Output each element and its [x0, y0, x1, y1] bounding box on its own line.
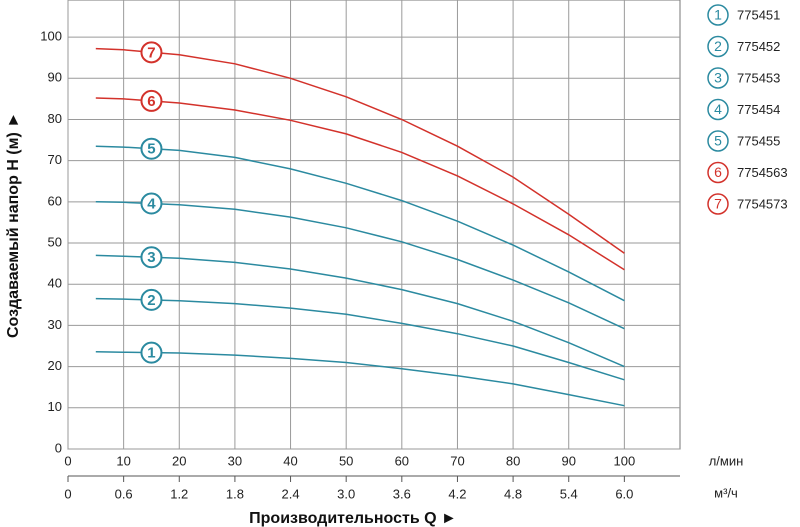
x2-tick-label: 2.4	[282, 486, 300, 501]
legend-marker: 1	[714, 7, 722, 23]
x-axis-title: Производительность Q ►	[249, 510, 457, 527]
legend-marker: 6	[714, 164, 722, 180]
x2-unit: м³/ч	[714, 485, 738, 500]
x2-tick-label: 3.6	[393, 486, 411, 501]
x-tick-label: 80	[506, 453, 520, 468]
y-tick-label: 60	[48, 193, 62, 208]
legend-label: 775454	[737, 102, 780, 117]
legend-label: 775452	[737, 39, 780, 54]
x-tick-label: 50	[339, 453, 353, 468]
x2-tick-label: 1.2	[170, 486, 188, 501]
x2-tick-label: 0.6	[115, 486, 133, 501]
y-tick-label: 100	[40, 29, 62, 44]
plot-area	[67, 0, 681, 450]
x-tick-label: 70	[450, 453, 464, 468]
x2-tick-label: 1.8	[226, 486, 244, 501]
curve-label-circle	[140, 288, 163, 311]
x2-tick-label: 3.0	[337, 486, 355, 501]
legend-circle	[707, 161, 729, 184]
legend-circle	[707, 98, 729, 121]
x-tick-label: 40	[283, 453, 297, 468]
legend-circle	[707, 193, 729, 215]
legend-circle	[707, 4, 729, 26]
legend-label: 775451	[737, 7, 780, 22]
legend-marker: 2	[714, 38, 722, 54]
curve-label-circle	[140, 246, 163, 269]
y-tick-label: 90	[48, 70, 62, 85]
x-unit: л/мин	[709, 453, 744, 468]
x-tick-label: 0	[64, 453, 71, 468]
x2-tick-label: 0	[64, 486, 71, 501]
legend-label: 775455	[737, 133, 780, 148]
legend-label: 775453	[737, 70, 780, 85]
y-tick-label: 30	[48, 317, 62, 332]
x2-tick-label: 5.4	[560, 486, 578, 501]
curve-label: 3	[147, 249, 155, 266]
y-tick-label: 0	[55, 440, 62, 455]
x-tick-label: 20	[172, 453, 186, 468]
x-tick-label: 60	[395, 453, 409, 468]
curve-label-circle	[140, 341, 163, 364]
x2-tick-label: 4.8	[504, 486, 522, 501]
y-tick-label: 80	[48, 111, 62, 126]
x-tick-label: 30	[228, 453, 242, 468]
curve-label-circle	[140, 89, 163, 112]
legend-marker: 7	[714, 196, 722, 212]
y-tick-label: 20	[48, 358, 62, 373]
y-tick-label: 40	[48, 276, 62, 291]
curve-label: 4	[147, 195, 156, 212]
legend-label: 7754573	[737, 196, 788, 211]
curve-label: 7	[147, 44, 155, 61]
x2-tick-label: 4.2	[448, 486, 466, 501]
curve-label: 6	[147, 93, 155, 110]
curve-label: 5	[147, 141, 155, 158]
legend-marker: 5	[714, 133, 722, 149]
curve-label-circle	[140, 41, 163, 64]
legend-circle	[707, 35, 729, 58]
x-tick-label: 10	[116, 453, 130, 468]
curve-label-circle	[140, 137, 163, 160]
x2-tick-label: 6.0	[615, 486, 633, 501]
y-tick-label: 10	[48, 399, 62, 414]
legend-marker: 3	[714, 70, 722, 86]
legend-circle	[707, 130, 729, 152]
curve-label: 2	[147, 292, 155, 309]
curve-label-circle	[140, 192, 163, 215]
curve-label: 1	[147, 345, 155, 362]
y-axis-title: Создаваемый напор H (м) ►	[5, 112, 22, 338]
y-tick-label: 50	[48, 234, 62, 249]
legend-circle	[707, 67, 729, 89]
x-tick-label: 90	[561, 453, 575, 468]
x-tick-label: 100	[614, 453, 636, 468]
y-tick-label: 70	[48, 152, 62, 167]
legend-marker: 4	[714, 101, 722, 117]
legend-label: 7754563	[737, 165, 788, 180]
